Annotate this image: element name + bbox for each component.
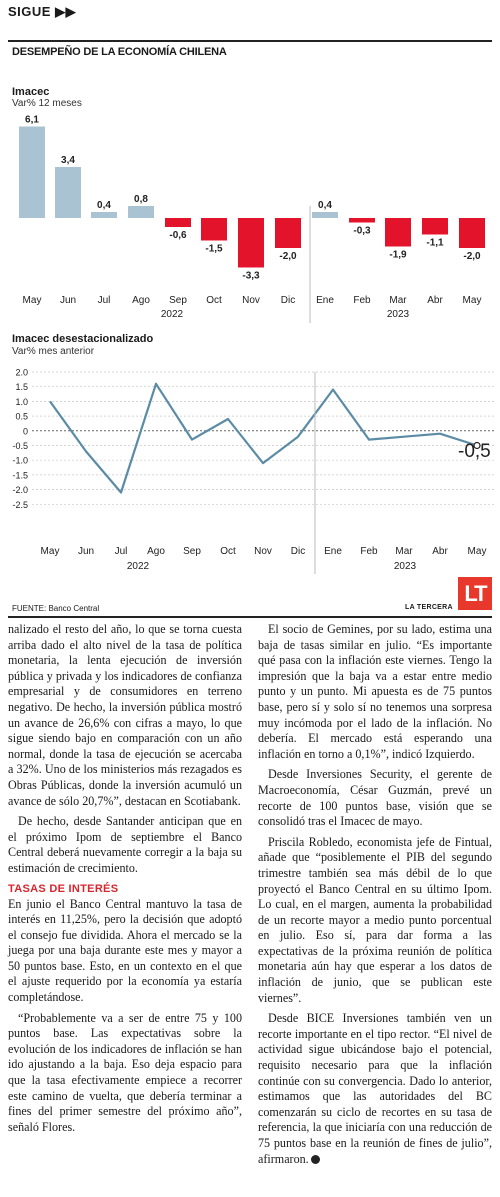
bar-10 (385, 218, 411, 247)
source-note: FUENTE: Banco Central (12, 604, 100, 613)
x-tick-label: Nov (254, 546, 272, 557)
x-tick-label: Dic (291, 546, 305, 557)
bar-value-label: 6,1 (25, 115, 39, 126)
x-tick-label: Ago (147, 546, 165, 557)
x-tick-label: Abr (432, 546, 448, 557)
imacec-desestacionalizado-line-chart: 2.0 1.5 1.0 0.5 0 -0.5 -1.0 -1.5 -2.0 -2.5 -0,5 May… (12, 368, 495, 574)
last-point-marker (473, 441, 481, 450)
bar-9 (349, 218, 375, 223)
bar-11 (422, 218, 448, 235)
imacec-bar-chart: 6,1 May 3,4 Jun 0,4 Jul 0,8 Ago -0,6 Sep -1,5 Oct -3… (19, 115, 485, 323)
x-tick-label: Jun (78, 546, 94, 557)
bar-value-label: -1,9 (389, 250, 407, 261)
x-tick-label: Oct (220, 546, 236, 557)
x-tick-label: Mar (389, 295, 407, 306)
year-label: 2022 (127, 561, 150, 572)
x-tick-label: Oct (206, 295, 222, 306)
x-tick-label: Nov (242, 295, 260, 306)
y-tick-label: -0.5 (12, 441, 28, 451)
sigue-label: SIGUE ▶▶ (8, 4, 77, 19)
paragraph: Desde BICE Inversiones también ven un re… (258, 1011, 492, 1166)
bar-chart-title: Imacec (12, 86, 50, 98)
bar-value-label: 0,8 (134, 194, 148, 205)
article-column-left: nalizado el resto del año, lo que se tor… (8, 622, 242, 1140)
paragraph: “Probablemente va a ser de entre 75 y 10… (8, 1010, 242, 1134)
y-tick-label: 0 (23, 426, 28, 436)
y-tick-label: 2.0 (15, 368, 28, 378)
bar-value-label: 3,4 (61, 155, 75, 166)
bar-3 (128, 206, 154, 218)
x-tick-label: Abr (427, 295, 443, 306)
bar-value-label: -2,0 (279, 251, 297, 262)
paragraph: Desde Inversiones Security, el gerente d… (258, 767, 492, 829)
x-tick-label: Ene (316, 295, 334, 306)
x-tick-label: May (468, 546, 487, 557)
bar-1 (55, 167, 81, 218)
bar-2 (91, 212, 117, 218)
x-tick-label: Sep (183, 546, 201, 557)
x-tick-label: May (41, 546, 60, 557)
section-title: DESEMPEÑO DE LA ECONOMÍA CHILENA (12, 46, 227, 58)
bar-value-label: -1,1 (426, 238, 444, 249)
y-tick-label: 1.0 (15, 397, 28, 407)
x-tick-label: Ago (132, 295, 150, 306)
x-tick-label: Mar (395, 546, 413, 557)
paragraph: De hecho, desde Santander anticipan que … (8, 814, 242, 875)
paragraph: nalizado el resto del año, lo que se tor… (8, 622, 242, 808)
end-of-article-icon (310, 1155, 320, 1165)
line-chart-subtitle: Var% mes anterior (12, 346, 95, 357)
x-tick-label: May (23, 295, 42, 306)
paragraph: El socio de Gemines, por su lado, estima… (258, 622, 492, 761)
y-tick-label: -2.5 (12, 500, 28, 510)
bar-6 (238, 218, 264, 268)
top-rule (8, 40, 492, 42)
line-chart-title: Imacec desestacionalizado (12, 333, 154, 345)
series-line (49, 382, 478, 494)
bar-value-label: -3,3 (242, 271, 260, 282)
lt-logo: LT (458, 577, 492, 610)
x-tick-label: Sep (169, 295, 187, 306)
last-value-label: -0,5 (458, 441, 491, 462)
x-tick-label: Dic (281, 295, 295, 306)
paragraph: En junio el Banco Central mantuvo la tas… (8, 896, 242, 1005)
bar-12 (459, 218, 485, 248)
bar-7 (275, 218, 301, 248)
year-label: 2023 (387, 309, 410, 320)
bar-5 (201, 218, 227, 241)
bar-0 (19, 126, 45, 218)
year-label: 2022 (161, 309, 184, 320)
subheading: TASAS DE INTERÉS (8, 882, 119, 895)
year-label: 2023 (394, 561, 417, 572)
bar-value-label: -0,6 (169, 230, 187, 241)
bar-8 (312, 212, 338, 218)
y-tick-label: -1.0 (12, 456, 28, 466)
bottom-rule (8, 616, 492, 618)
x-tick-label: Ene (324, 546, 342, 557)
x-tick-label: Feb (353, 295, 371, 306)
y-tick-label: -1.5 (12, 470, 28, 480)
article-column-right: El socio de Gemines, por su lado, estima… (258, 622, 492, 1172)
x-tick-label: Feb (360, 546, 378, 557)
x-tick-label: Jun (60, 295, 76, 306)
y-tick-label: 0.5 (15, 412, 28, 422)
bar-value-label: 0,4 (318, 200, 332, 211)
bar-4 (165, 218, 191, 227)
bar-value-label: -0,3 (353, 226, 371, 237)
bar-chart-subtitle: Var% 12 meses (12, 98, 82, 109)
paragraph: Priscila Robledo, economista jefe de Fin… (258, 834, 492, 1005)
brand-name: LA TERCERA (405, 604, 453, 611)
bar-value-label: -1,5 (205, 244, 223, 255)
y-tick-label: -2.0 (12, 485, 28, 495)
bar-value-label: 0,4 (97, 200, 111, 211)
x-tick-label: Jul (98, 295, 111, 306)
y-tick-label: 1.5 (15, 382, 28, 392)
x-tick-label: Jul (115, 546, 128, 557)
bar-value-label: -2,0 (463, 251, 481, 262)
x-tick-label: May (463, 295, 482, 306)
